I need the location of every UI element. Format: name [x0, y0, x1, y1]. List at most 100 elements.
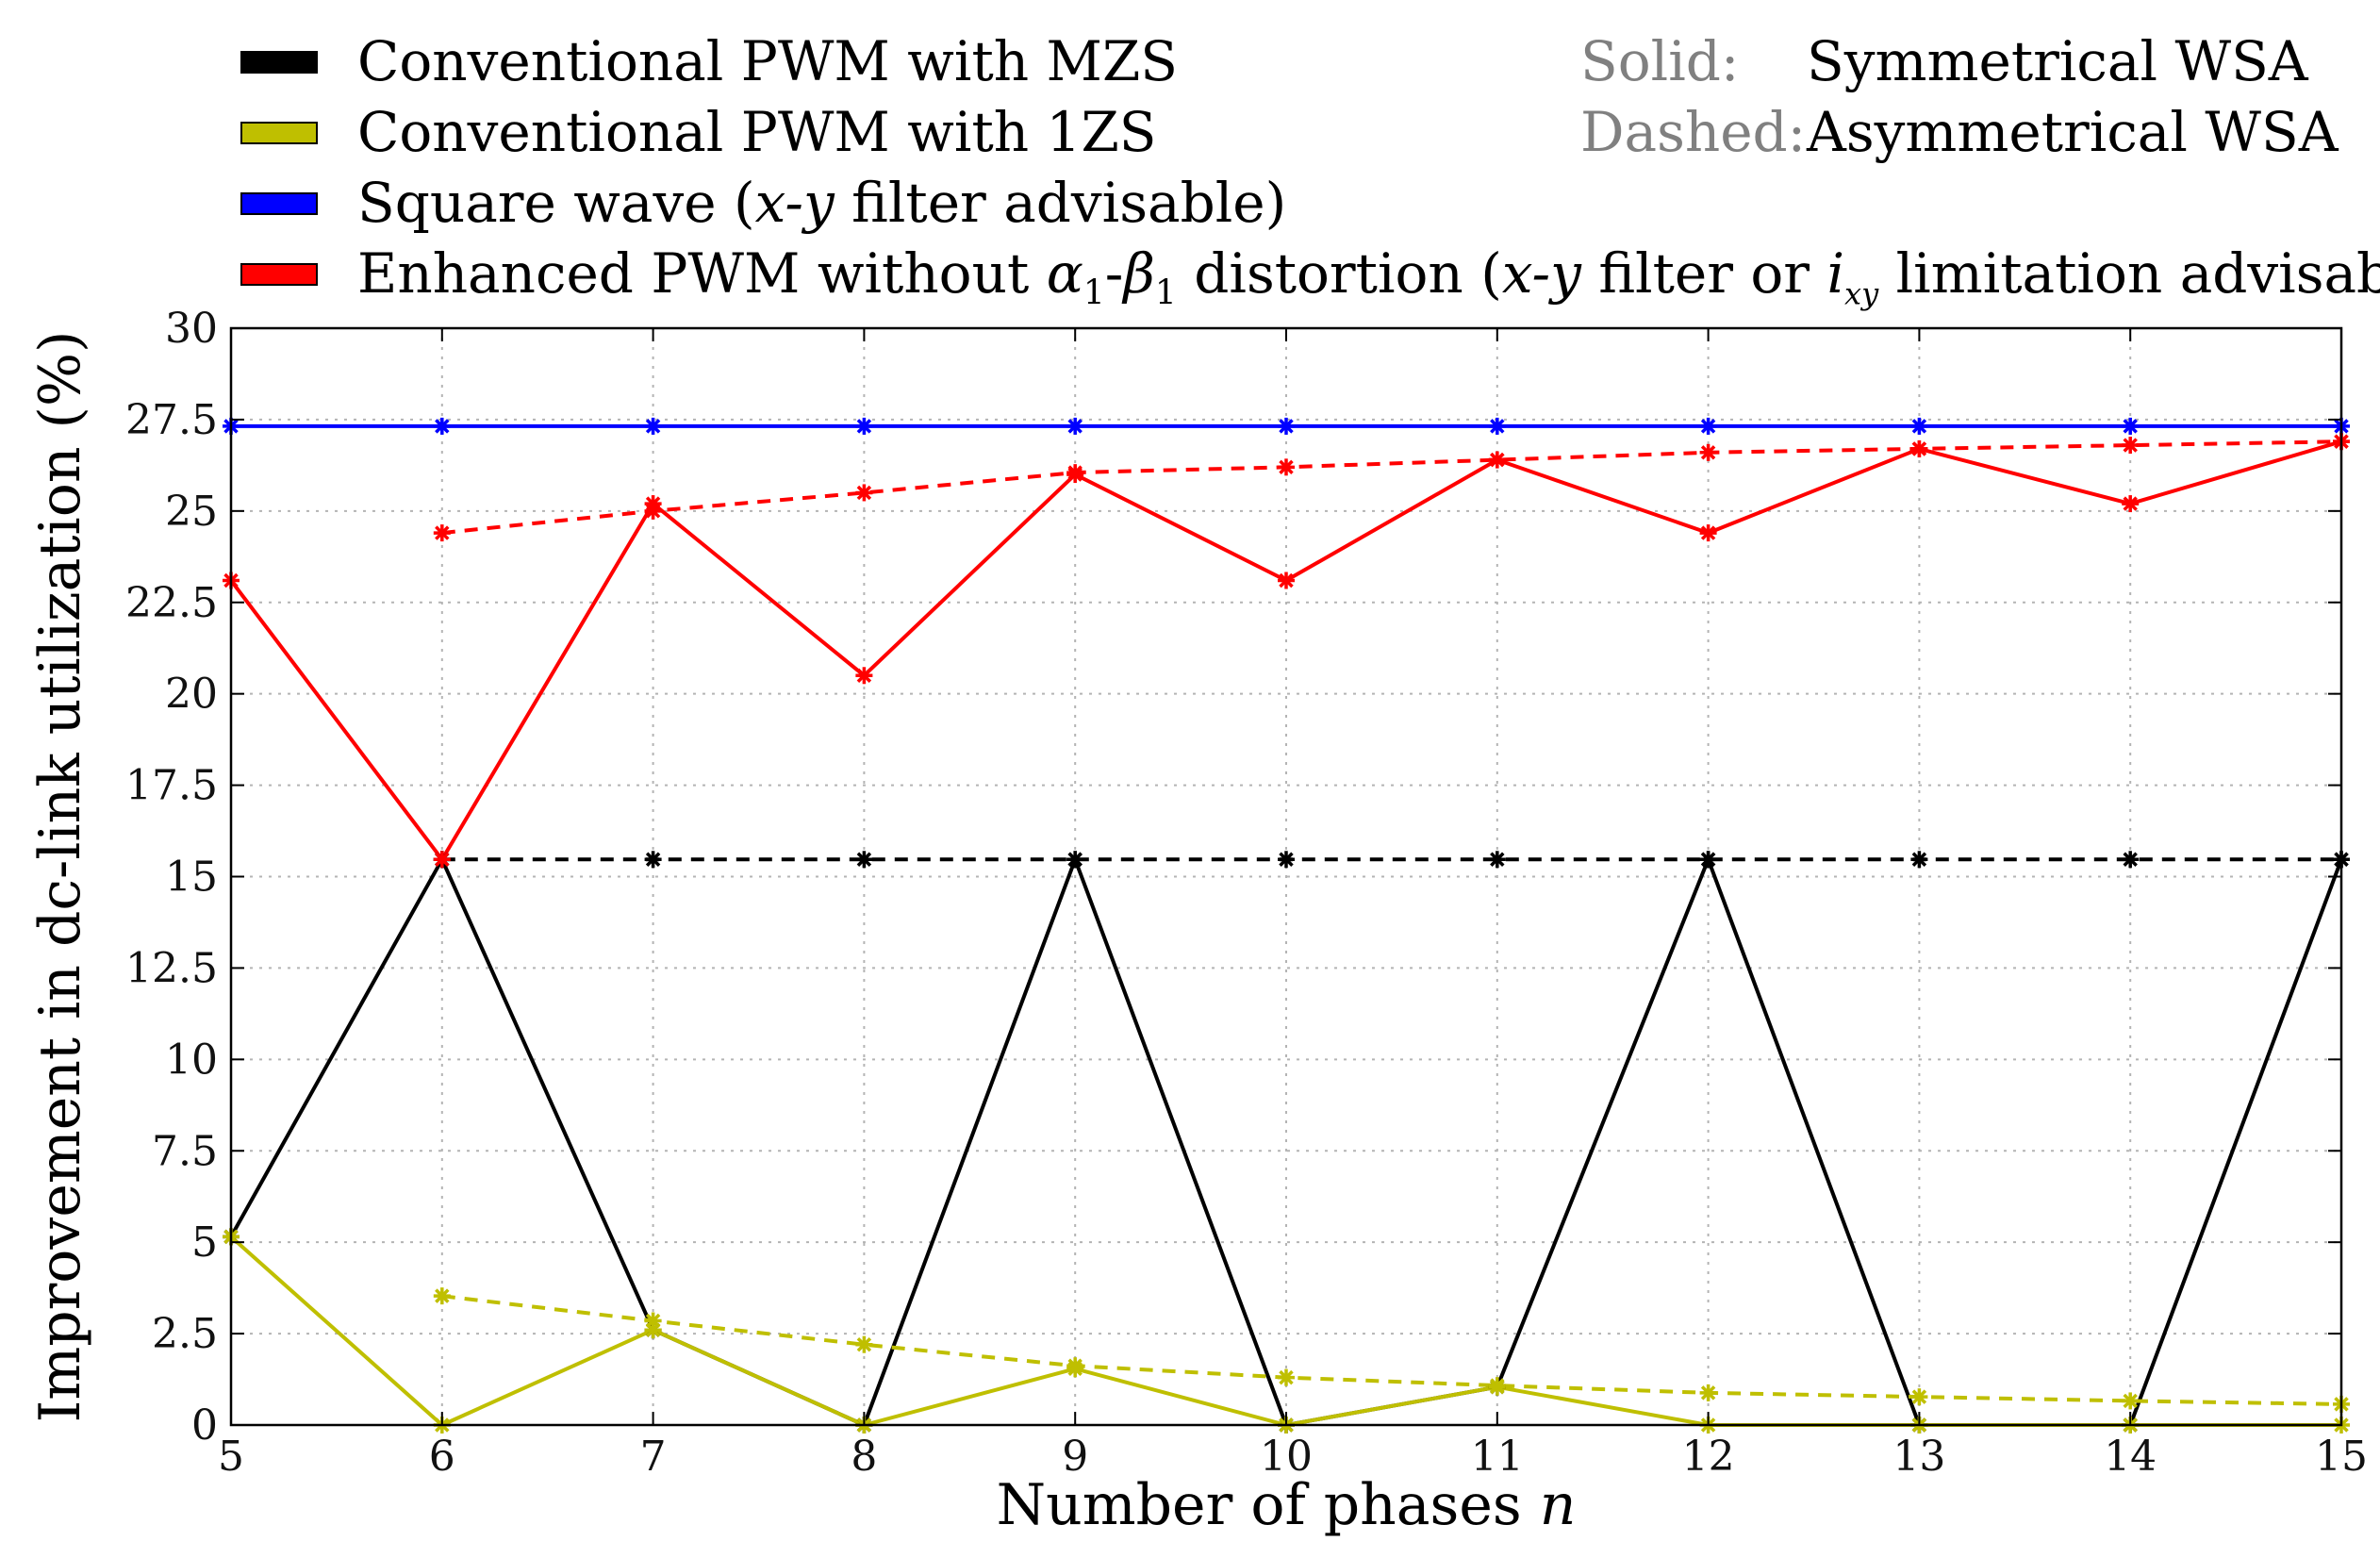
series-line — [441, 1294, 2342, 1406]
y-tick-label: 25 — [165, 488, 218, 536]
legend-label-part: Square wave ( — [357, 171, 755, 235]
style-key-dashed-label: Dashed: — [1580, 100, 1807, 164]
legend-swatch-mzs — [240, 51, 318, 74]
data-point-marker — [1910, 417, 1928, 435]
legend-label-square-wave: Square wave (x-y filter advisable) — [357, 170, 1286, 236]
data-point-marker — [1699, 417, 1717, 435]
data-point-marker — [1066, 1357, 1084, 1375]
style-key-solid-label: Solid: — [1580, 29, 1740, 93]
data-point-marker — [1488, 851, 1506, 869]
data-point-marker — [644, 1312, 662, 1330]
legend-label-part: α — [1046, 241, 1083, 306]
data-point-marker — [644, 502, 662, 520]
y-tick-label: 20 — [165, 671, 218, 719]
y-axis-ticks: 0 2.5 5 7.5 10 12.5 15 17.5 20 22.5 25 27.5 30 — [125, 305, 2341, 1450]
y-tick-label: 7.5 — [152, 1127, 218, 1175]
y-tick-label: 10 — [165, 1036, 218, 1084]
style-key-dashed-value: Asymmetrical WSA — [1807, 100, 2339, 164]
legend-label-part: 1 — [1083, 273, 1105, 313]
data-point-marker — [1910, 439, 1928, 457]
legend-label-part: xy — [1844, 275, 1879, 312]
data-point-marker — [433, 851, 451, 869]
y-tick-label: 22.5 — [125, 579, 218, 627]
grid — [230, 327, 2342, 1426]
data-point-marker — [1278, 417, 1295, 435]
y-tick-label: 2.5 — [152, 1310, 218, 1358]
legend-label-part: filter advisable) — [834, 171, 1287, 235]
series-line — [229, 857, 2343, 1427]
data-point-marker — [1910, 1388, 1928, 1406]
series-line — [441, 439, 2342, 536]
legend-label-part: limitation advisable) — [1895, 241, 2380, 306]
x-tick-label: 11 — [1471, 1433, 1524, 1481]
x-axis-title-text: Number of phases — [997, 1472, 1522, 1538]
data-point-marker — [1278, 572, 1295, 589]
y-tick-label: 15 — [165, 854, 218, 902]
x-tick-label: 10 — [1260, 1433, 1313, 1481]
y-tick-label: 17.5 — [125, 762, 218, 810]
x-tick-label: 12 — [1682, 1433, 1735, 1481]
legend-label-part: filter or — [1580, 241, 1827, 306]
series-line — [229, 1235, 2341, 1427]
legend-label-part: β — [1123, 241, 1155, 306]
data-point-marker — [1066, 464, 1084, 482]
data-point-marker — [433, 1287, 451, 1305]
x-axis-ticks: 5 6 7 8 9 10 11 12 13 14 15 — [218, 328, 2368, 1481]
legend-swatch-square-wave — [240, 192, 318, 215]
data-point-marker — [855, 851, 873, 869]
data-point-marker — [855, 667, 873, 685]
data-point-marker — [1699, 851, 1717, 869]
x-tick-label: 6 — [429, 1433, 455, 1481]
y-tick-label: 30 — [165, 305, 218, 353]
legend-swatch-enhanced-pwm — [240, 263, 318, 286]
data-point-marker — [1488, 1377, 1506, 1395]
legend-label-part: i — [1826, 241, 1845, 306]
data-point-marker — [1699, 443, 1717, 461]
legend-label-part: 1 — [1154, 273, 1177, 313]
x-tick-label: 5 — [218, 1433, 244, 1481]
data-point-marker — [1910, 851, 1928, 869]
x-tick-label: 8 — [851, 1433, 877, 1481]
data-point-marker — [855, 417, 873, 435]
y-tick-label: 12.5 — [125, 944, 218, 992]
legend-label-part: Enhanced PWM without — [357, 241, 1047, 306]
data-point-marker — [2122, 417, 2140, 435]
style-key-solid: Solid: Symmetrical WSA — [1580, 28, 2335, 94]
style-key-dashed: Dashed: Asymmetrical WSA — [1580, 99, 2339, 165]
data-point-marker — [1488, 451, 1506, 469]
legend-label-part: - — [1104, 241, 1124, 306]
data-point-marker — [644, 851, 662, 869]
x-tick-label: 14 — [2104, 1433, 2157, 1481]
data-point-marker — [2122, 1392, 2140, 1410]
legend-label-enhanced-pwm: Enhanced PWM without α1-β1 distortion (x… — [357, 240, 2380, 327]
data-point-marker — [855, 1335, 873, 1353]
data-point-marker — [1066, 851, 1084, 869]
data-point-marker — [1699, 524, 1717, 542]
legend-label-part: distortion ( — [1176, 241, 1502, 306]
data-point-marker — [2122, 851, 2140, 869]
x-tick-label: 13 — [1892, 1433, 1945, 1481]
data-point-marker — [1699, 1384, 1717, 1401]
x-tick-label: 9 — [1062, 1433, 1088, 1481]
legend-label-part: x-y — [754, 171, 835, 235]
style-key-solid-value: Symmetrical WSA — [1807, 29, 2308, 93]
x-axis-title: Number of phases n — [997, 1472, 1577, 1538]
data-point-marker — [1278, 1368, 1295, 1386]
legend-swatch-1zs — [240, 122, 318, 144]
data-point-marker — [2122, 437, 2140, 455]
y-tick-label: 0 — [191, 1401, 218, 1450]
y-tick-label: 5 — [191, 1218, 218, 1267]
legend-label-1zs: Conventional PWM with 1ZS — [357, 100, 1157, 164]
data-point-marker — [1278, 851, 1295, 869]
legend-label-part: x-y — [1501, 241, 1581, 306]
data-point-marker — [433, 524, 451, 542]
data-point-marker — [855, 484, 873, 502]
x-tick-label: 15 — [2315, 1433, 2368, 1481]
y-axis-title: Improvement in dc-link utilization (%) — [27, 331, 93, 1423]
x-tick-label: 7 — [640, 1433, 667, 1481]
data-point-marker — [2122, 495, 2140, 513]
data-point-marker — [433, 417, 451, 435]
legend-label-mzs: Conventional PWM with MZS — [357, 29, 1178, 93]
data-point-marker — [1488, 417, 1506, 435]
